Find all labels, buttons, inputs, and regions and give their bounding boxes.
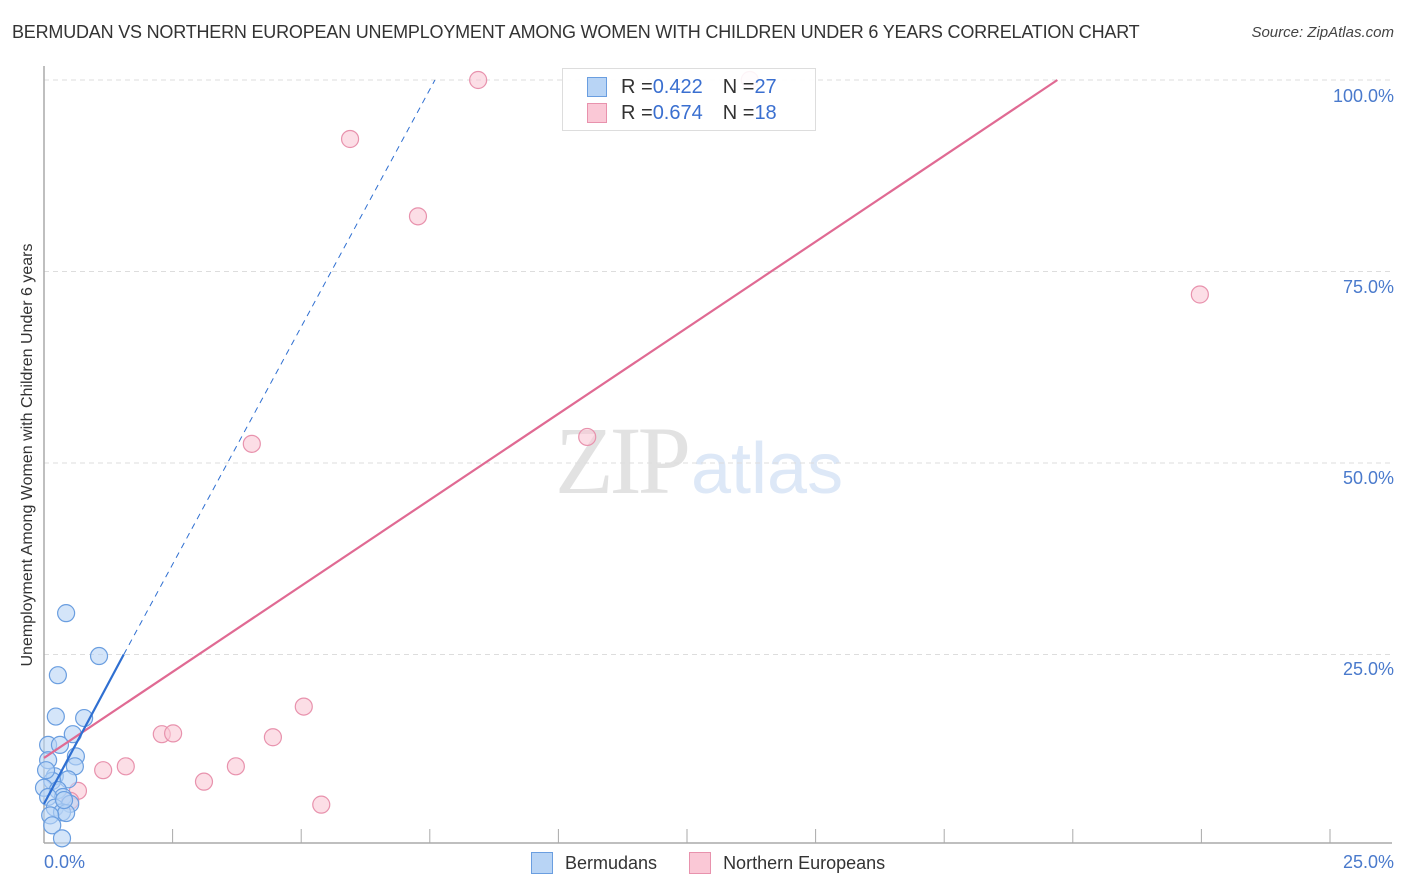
gridlines [44, 79, 1392, 655]
y-tick-75: 75.0% [1342, 277, 1394, 297]
bermudans-swatch [587, 77, 607, 97]
northern-europeans-swatch [587, 103, 607, 123]
data-point[interactable] [48, 666, 67, 685]
northern-europeans-trend-line [43, 79, 1058, 759]
data-point[interactable] [194, 772, 214, 791]
data-point[interactable] [242, 434, 261, 453]
northern-europeans-points [61, 70, 1209, 814]
x-tick-0: 0.0% [44, 852, 86, 872]
trend-lines [43, 79, 1058, 805]
data-point[interactable] [46, 707, 65, 726]
northern-europeans-swatch [689, 852, 712, 874]
data-point[interactable] [263, 728, 283, 747]
legend-item-northern-europeans[interactable]: Northern Europeans [689, 852, 885, 874]
data-point[interactable] [408, 207, 428, 226]
data-point[interactable] [469, 70, 488, 90]
data-point[interactable] [226, 757, 245, 776]
data-point[interactable] [89, 646, 109, 666]
data-point[interactable] [1190, 285, 1209, 304]
data-point[interactable] [340, 129, 360, 149]
legend-label: Bermudans [565, 852, 658, 873]
axes [43, 66, 1392, 844]
n-label: N = [722, 101, 755, 124]
legend-label: Northern Europeans [723, 852, 886, 873]
y-tick-100: 100.0% [1332, 86, 1394, 106]
data-point[interactable] [54, 790, 74, 810]
legend-item-bermudans[interactable]: Bermudans [531, 852, 657, 874]
r-label: R = [621, 101, 653, 124]
data-point[interactable] [43, 816, 62, 835]
data-point[interactable] [578, 427, 597, 447]
y-tick-50: 50.0% [1342, 468, 1394, 488]
legend-row-bermudans: R = 0.422 N = 27 [587, 75, 777, 99]
chart-title: BERMUDAN VS NORTHERN EUROPEAN UNEMPLOYME… [12, 22, 1140, 42]
data-point[interactable] [57, 604, 76, 623]
stats-legend: R = 0.422 N = 27 R = 0.674 N = 18 [562, 68, 816, 131]
data-point[interactable] [94, 761, 113, 780]
legend-row-northern-europeans: R = 0.674 N = 18 [587, 101, 777, 125]
r-label: R = [621, 75, 653, 98]
bermudans-trend-line [43, 653, 125, 805]
x-tick-25: 25.0% [1342, 852, 1394, 872]
bermudans-swatch [531, 852, 553, 874]
n-value: 27 [754, 75, 777, 98]
data-point[interactable] [116, 757, 135, 776]
data-point[interactable] [294, 697, 313, 716]
y-tick-25: 25.0% [1342, 659, 1394, 679]
r-value: 0.422 [652, 75, 703, 98]
r-value: 0.674 [652, 101, 703, 124]
bermudans-points [34, 604, 109, 848]
data-point[interactable] [36, 761, 56, 780]
n-label: N = [722, 75, 755, 98]
series-legend: Bermudans Northern Europeans [531, 852, 917, 874]
bermudans-trend-extension [123, 79, 436, 655]
data-point[interactable] [52, 829, 72, 848]
source-label: Source: ZipAtlas.com [1251, 24, 1394, 41]
n-value: 18 [754, 101, 777, 124]
data-point[interactable] [164, 724, 183, 743]
data-point[interactable] [312, 795, 331, 814]
